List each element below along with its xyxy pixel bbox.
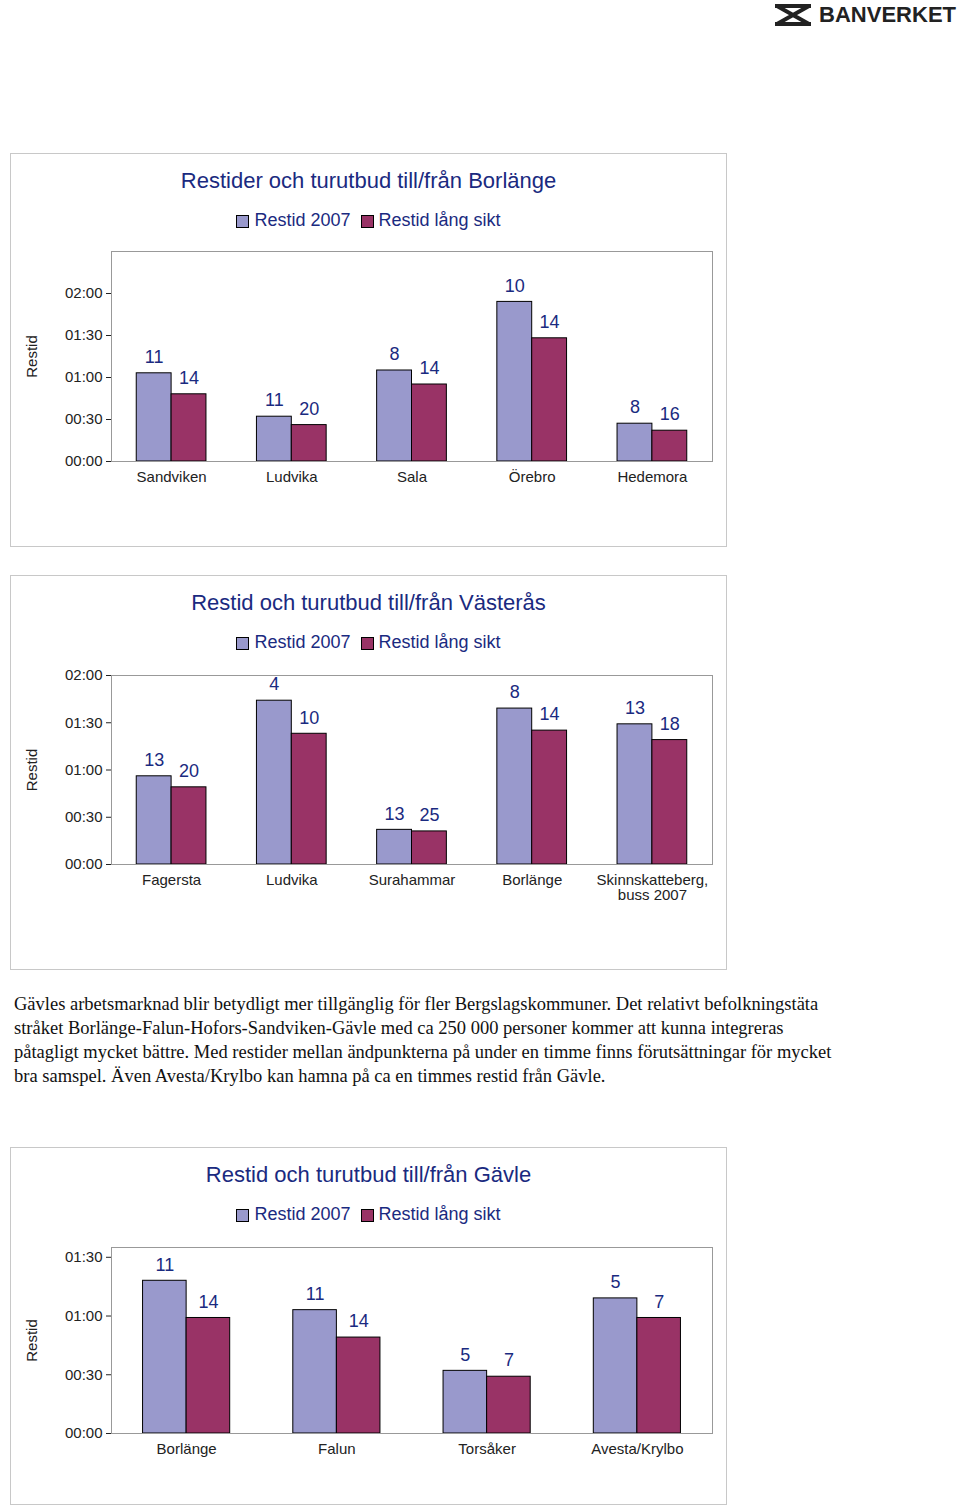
svg-text:7: 7 <box>654 1292 664 1312</box>
svg-text:8: 8 <box>630 397 640 417</box>
svg-text:20: 20 <box>179 761 199 781</box>
html-text:Restid 2007: Restid 2007 <box>254 210 351 230</box>
svg-text:01:30: 01:30 <box>65 1248 103 1265</box>
svg-text:5: 5 <box>611 1272 621 1292</box>
svg-text:00:00: 00:00 <box>65 1424 103 1441</box>
svg-text:13: 13 <box>144 750 164 770</box>
svg-text:Ludvika: Ludvika <box>266 871 318 888</box>
svg-text:Surahammar: Surahammar <box>369 871 456 888</box>
svg-text:20: 20 <box>299 399 319 419</box>
svg-text:00:00: 00:00 <box>65 855 103 872</box>
svg-text:Torsåker: Torsåker <box>458 1440 516 1457</box>
svg-text:01:00: 01:00 <box>65 1307 103 1324</box>
svg-text:8: 8 <box>510 682 520 702</box>
svg-text:01:30: 01:30 <box>65 714 103 731</box>
svg-text:10: 10 <box>299 708 319 728</box>
svg-text:Restid: Restid <box>23 749 40 792</box>
svg-text:Borlänge: Borlänge <box>157 1440 217 1457</box>
svg-text:00:30: 00:30 <box>65 808 103 825</box>
html-text:Restid och turutbud till/från: Restid och turutbud till/från Gävle <box>205 1162 532 1187</box>
html-text:Restid 2007: Restid 2007 <box>254 632 351 652</box>
svg-text:11: 11 <box>145 347 164 367</box>
svg-text:13: 13 <box>385 804 405 824</box>
svg-text:11: 11 <box>306 1284 325 1304</box>
svg-text:25: 25 <box>419 805 439 825</box>
svg-text:11: 11 <box>265 390 284 410</box>
svg-text:Falun: Falun <box>318 1440 356 1457</box>
svg-text:Ludvika: Ludvika <box>266 468 318 485</box>
svg-text:14: 14 <box>419 358 439 378</box>
svg-text:Restid: Restid <box>23 335 40 378</box>
svg-text:Skinnskatteberg,buss 2007: Skinnskatteberg,buss 2007 <box>597 871 709 903</box>
html-text:Restid 2007: Restid 2007 <box>254 1204 351 1224</box>
svg-text:02:00: 02:00 <box>65 666 103 683</box>
svg-text:14: 14 <box>198 1292 218 1312</box>
svg-text:Örebro: Örebro <box>509 468 556 485</box>
svg-text:14: 14 <box>540 312 560 332</box>
svg-text:14: 14 <box>349 1311 369 1331</box>
svg-text:18: 18 <box>660 714 680 734</box>
html-text:BANVERKET: BANVERKET <box>819 2 956 27</box>
svg-text:10: 10 <box>505 276 525 296</box>
html-text:Restid lång sikt: Restid lång sikt <box>378 210 501 230</box>
svg-text:Restid: Restid <box>23 1319 40 1362</box>
svg-text:Hedemora: Hedemora <box>617 468 688 485</box>
svg-text:Sala: Sala <box>397 468 428 485</box>
svg-text:01:30: 01:30 <box>65 326 103 343</box>
svg-text:13: 13 <box>625 698 645 718</box>
svg-text:01:00: 01:00 <box>65 368 103 385</box>
svg-text:14: 14 <box>540 704 560 724</box>
svg-text:14: 14 <box>179 368 199 388</box>
svg-text:Borlänge: Borlänge <box>502 871 562 888</box>
svg-text:Sandviken: Sandviken <box>137 468 207 485</box>
html-text:Gävles arbetsmarknad blir bety: Gävles arbetsmarknad blir betydligt mer … <box>14 994 832 1086</box>
svg-text:7: 7 <box>504 1350 514 1370</box>
html-text:Restid lång sikt: Restid lång sikt <box>378 632 501 652</box>
svg-text:5: 5 <box>460 1345 470 1365</box>
svg-text:11: 11 <box>155 1255 174 1275</box>
svg-text:00:30: 00:30 <box>65 1366 103 1383</box>
html-text:Restider och turutbud till/frå: Restider och turutbud till/från Borlänge <box>180 168 557 193</box>
svg-text:16: 16 <box>660 404 680 424</box>
html-text:Restid lång sikt: Restid lång sikt <box>378 1204 501 1224</box>
svg-text:01:00: 01:00 <box>65 761 103 778</box>
svg-text:4: 4 <box>269 674 279 694</box>
svg-text:02:00: 02:00 <box>65 284 103 301</box>
svg-text:8: 8 <box>390 344 400 364</box>
svg-text:00:30: 00:30 <box>65 410 103 427</box>
svg-text:00:00: 00:00 <box>65 452 103 469</box>
svg-text:Fagersta: Fagersta <box>142 871 202 888</box>
svg-text:Avesta/Krylbo: Avesta/Krylbo <box>591 1440 683 1457</box>
html-text:Restid och turutbud till/från: Restid och turutbud till/från Västerås <box>191 590 546 615</box>
